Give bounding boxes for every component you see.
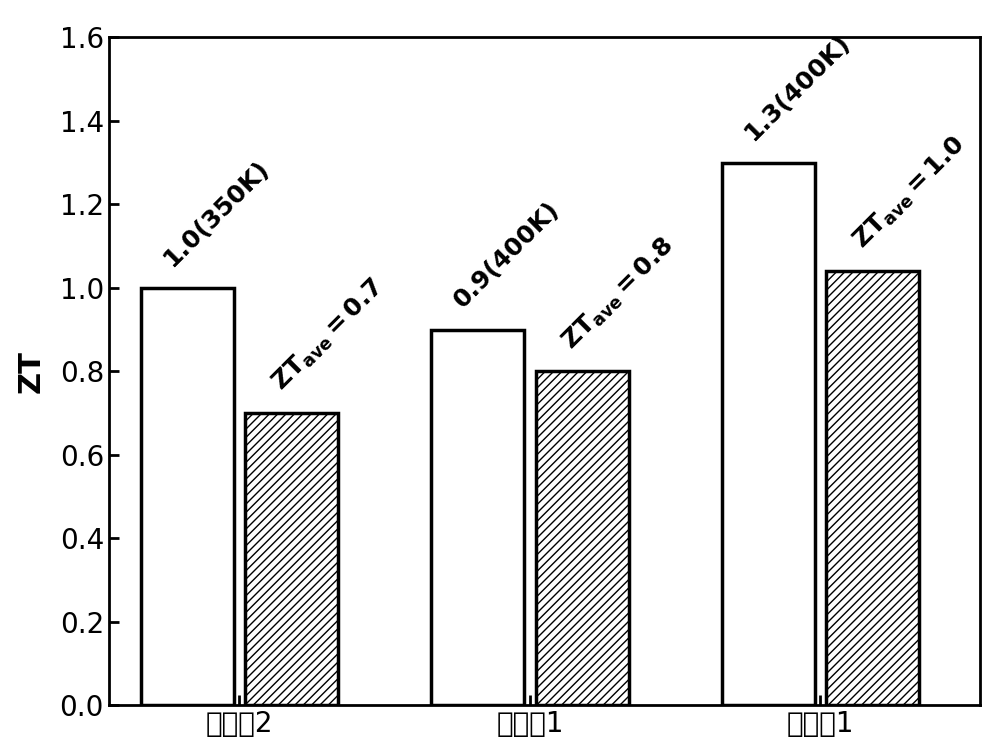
Text: 0.9(400K): 0.9(400K) <box>449 198 564 313</box>
Bar <box>536 371 629 705</box>
Text: 1.3(400K): 1.3(400K) <box>740 31 855 146</box>
Bar <box>245 413 338 705</box>
Text: 1.0(350K): 1.0(350K) <box>159 156 274 271</box>
Text: $\mathbf{ZT_{ave}}$$\mathbf{=0.7}$: $\mathbf{ZT_{ave}}$$\mathbf{=0.7}$ <box>267 275 389 396</box>
Text: $\mathbf{ZT_{ave}}$$\mathbf{=0.8}$: $\mathbf{ZT_{ave}}$$\mathbf{=0.8}$ <box>558 233 680 355</box>
Bar <box>826 271 919 705</box>
Y-axis label: ZT: ZT <box>17 350 46 393</box>
Bar <box>141 288 234 705</box>
Bar <box>722 162 815 705</box>
Text: $\mathbf{ZT_{ave}}$$\mathbf{=1.0}$: $\mathbf{ZT_{ave}}$$\mathbf{=1.0}$ <box>848 132 971 254</box>
Bar <box>431 330 524 705</box>
